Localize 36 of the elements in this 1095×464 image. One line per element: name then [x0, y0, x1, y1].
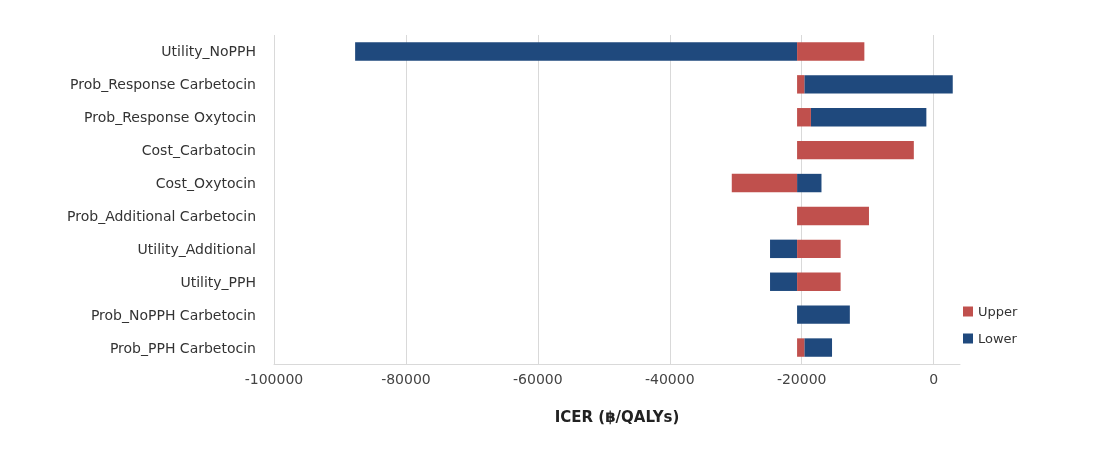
x-tick-label: -20000: [776, 371, 827, 387]
bar: [770, 239, 798, 259]
y-tick-label: Prob_PPH Carbetocin: [109, 339, 256, 356]
y-tick-label: Utility_Additional: [137, 240, 256, 257]
bar: [797, 42, 865, 61]
x-axis-title: ICER (฿/QALYs): [554, 407, 680, 426]
y-tick-label: Utility_NoPPH: [161, 43, 256, 60]
y-tick-label: Prob_Additional Carbetocin: [67, 207, 256, 224]
bar: [797, 305, 850, 324]
bar: [797, 173, 822, 193]
x-tick-label: -60000: [513, 371, 563, 387]
bar: [770, 272, 798, 291]
bar: [797, 239, 841, 259]
y-tick-label: Prob_Response Carbetocin: [70, 76, 256, 93]
bar: [804, 75, 953, 94]
bar: [804, 338, 833, 357]
bar: [797, 75, 805, 94]
legend-label: Lower: [978, 331, 1018, 346]
y-tick-label: Cost_Carbatocin: [141, 142, 256, 159]
y-tick-label: Prob_Response Oxytocin: [84, 109, 256, 126]
bar: [355, 42, 798, 61]
bar: [797, 140, 914, 160]
y-tick-label: Prob_NoPPH Carbetocin: [90, 306, 256, 323]
x-tick-label: -40000: [644, 371, 695, 387]
x-tick-label: -80000: [381, 371, 431, 387]
bar: [797, 108, 811, 127]
bar: [797, 206, 869, 226]
y-tick-label: Utility_PPH: [180, 273, 256, 290]
x-tick-label: -100000: [244, 371, 304, 387]
bar: [810, 108, 927, 127]
bar: [731, 173, 798, 193]
bar: [797, 338, 805, 357]
legend-label: Upper: [978, 304, 1019, 319]
bar: [797, 272, 841, 291]
x-tick-label: 0: [929, 371, 939, 387]
y-tick-label: Cost_Oxytocin: [155, 175, 256, 192]
